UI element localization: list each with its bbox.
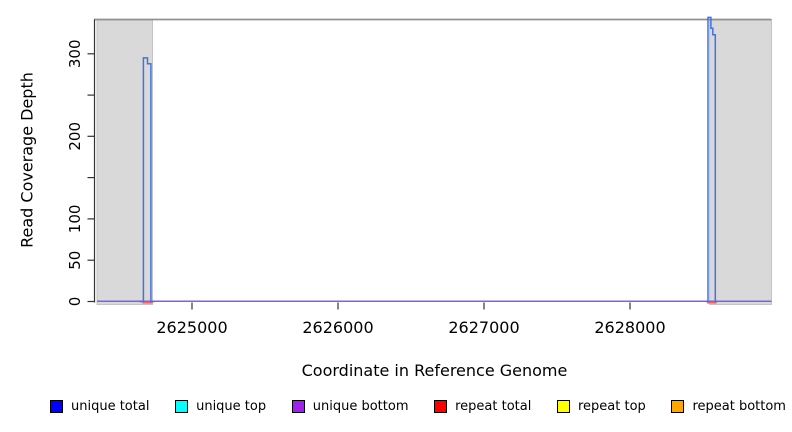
- legend-label: unique top: [196, 399, 267, 414]
- masked-region: [709, 19, 772, 305]
- legend-item-unique-total: unique total: [50, 399, 149, 414]
- legend-label: unique total: [71, 399, 150, 414]
- legend-swatch-repeat-top: [557, 400, 570, 413]
- legend-label: repeat total: [455, 399, 532, 414]
- legend-label: repeat bottom: [692, 399, 786, 414]
- series-line-unique-total: [139, 57, 155, 303]
- legend-swatch-unique-bottom: [291, 400, 305, 413]
- x-tick-label: 2628000: [594, 318, 665, 337]
- legend-swatch-repeat-total: [434, 400, 448, 413]
- legend-swatch-unique-top: [175, 400, 189, 413]
- legend-swatch-unique-total: [50, 400, 63, 413]
- legend-item-repeat-top: repeat top: [557, 399, 646, 414]
- y-tick-label: 50: [66, 251, 84, 270]
- x-tick-label: 2626000: [302, 318, 373, 337]
- legend: unique total unique top unique bottom re…: [50, 399, 786, 414]
- y-tick-label: 0: [66, 297, 84, 307]
- legend-label: unique bottom: [312, 399, 409, 414]
- x-axis-title: Coordinate in Reference Genome: [301, 361, 568, 380]
- series-line-unique-total: [705, 16, 718, 303]
- legend-item-repeat-total: repeat total: [434, 399, 531, 414]
- legend-swatch-repeat-bottom: [671, 400, 685, 413]
- x-tick-label: 2627000: [448, 318, 519, 337]
- legend-item-repeat-bottom: repeat bottom: [671, 399, 786, 414]
- legend-item-unique-top: unique top: [175, 399, 266, 414]
- y-tick-label: 200: [66, 122, 84, 151]
- masked-region: [96, 19, 153, 305]
- legend-item-unique-bottom: unique bottom: [291, 399, 409, 414]
- y-tick-label: 100: [66, 205, 84, 234]
- x-tick-label: 2625000: [156, 318, 227, 337]
- y-tick-label: 300: [66, 39, 84, 68]
- legend-label: repeat top: [578, 399, 646, 414]
